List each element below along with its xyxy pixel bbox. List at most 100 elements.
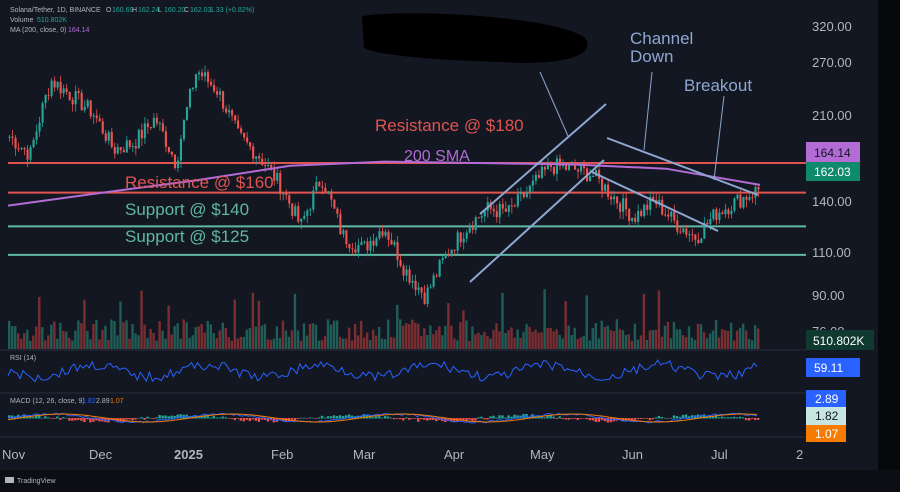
volume-bar <box>203 332 206 349</box>
volume-bar <box>89 339 92 349</box>
macd-bar <box>423 418 426 420</box>
macd-bar <box>296 418 300 420</box>
candle-body <box>712 209 715 219</box>
macd-bar <box>149 417 152 419</box>
volume-bar <box>152 332 155 349</box>
candle-body <box>279 172 282 195</box>
level-label: Resistance @ $180 <box>375 116 524 135</box>
macd-bar <box>672 415 676 419</box>
volume-bar <box>278 338 282 349</box>
candle-body <box>504 208 507 212</box>
volume-bar <box>528 326 531 349</box>
candle-body <box>158 123 161 125</box>
macd-bar <box>543 417 546 419</box>
candle-body <box>270 164 273 169</box>
macd-bar <box>224 417 227 419</box>
volume-bar <box>227 337 230 349</box>
candle-body <box>429 286 432 288</box>
candle-body <box>444 253 447 259</box>
candle-body <box>748 197 751 200</box>
macd-value: 2.89 <box>96 398 110 405</box>
volume-bar <box>311 323 315 349</box>
candle-body <box>610 196 613 200</box>
candle-body <box>333 199 336 209</box>
candle-body <box>495 211 498 218</box>
volume-bar <box>396 304 399 349</box>
volume-bar <box>678 329 682 349</box>
candle-body <box>390 239 393 245</box>
channel-lines <box>469 71 759 283</box>
candle-body <box>667 214 670 217</box>
candle-body <box>670 211 673 217</box>
footer-brand: TradingView <box>17 478 56 485</box>
volume-bar <box>305 335 309 349</box>
macd-bar <box>492 415 495 419</box>
candle-body <box>582 164 586 169</box>
candle-body <box>619 203 622 212</box>
volume-bar <box>56 338 59 349</box>
volume-bar <box>344 338 348 349</box>
volume-bar <box>47 335 50 349</box>
volume-bar <box>432 334 435 349</box>
macd-bar <box>326 416 330 419</box>
right-margin <box>878 0 900 492</box>
volume-bar <box>275 326 279 349</box>
candle-body <box>14 137 17 149</box>
macd-bar <box>585 418 588 420</box>
volume-bar <box>756 328 760 349</box>
candle-body <box>107 131 110 141</box>
volume-bar <box>729 322 733 349</box>
candle-body <box>131 145 134 147</box>
candle-body <box>573 163 577 170</box>
candle-body <box>441 258 444 261</box>
macd-bar <box>642 418 646 419</box>
volume-bar <box>185 322 188 349</box>
candle-body <box>348 243 351 249</box>
candle-body <box>664 214 667 216</box>
volume-bar <box>266 339 270 349</box>
volume-tag <box>806 330 874 350</box>
volume-bar <box>284 330 288 349</box>
candle-body <box>456 232 459 251</box>
candle-body <box>531 180 534 186</box>
macd-bar <box>567 418 570 420</box>
volume-bar <box>272 338 276 349</box>
macd-bar <box>711 416 715 419</box>
macd-bar <box>708 416 712 419</box>
candle-body <box>86 100 89 107</box>
macd-bar <box>684 414 688 419</box>
ohlc-h-label: H <box>132 7 137 14</box>
macd-bar <box>654 417 658 419</box>
volume-bar <box>384 339 387 349</box>
candle-body <box>516 194 519 207</box>
candle-body <box>754 187 757 198</box>
candle-body <box>745 196 748 200</box>
volume-bar <box>414 322 417 349</box>
candle-body <box>700 238 703 243</box>
candle-body <box>113 146 116 154</box>
macd-tag <box>806 425 846 442</box>
volume-bar <box>549 327 552 349</box>
volume-bar <box>591 328 594 349</box>
macd-tag-text: 1.07 <box>815 427 839 441</box>
macd-bar <box>669 417 673 419</box>
candle-body <box>140 129 143 139</box>
macd-bar <box>179 414 182 419</box>
candle-body <box>47 95 50 97</box>
volume-bar <box>618 329 622 349</box>
macd-bar <box>390 417 393 419</box>
macd-bar <box>98 418 101 422</box>
macd-bar <box>504 417 507 419</box>
macd-bar <box>678 416 682 419</box>
candle-body <box>625 198 628 210</box>
volume-bar <box>408 324 411 349</box>
volume-bar <box>441 335 444 349</box>
macd-bar <box>239 418 243 421</box>
macd-bar <box>56 416 59 419</box>
macd-bar <box>155 417 158 419</box>
volume-bar <box>182 319 185 349</box>
macd-bar <box>588 418 591 421</box>
volume-bar <box>329 324 333 349</box>
macd-bar <box>170 415 173 419</box>
